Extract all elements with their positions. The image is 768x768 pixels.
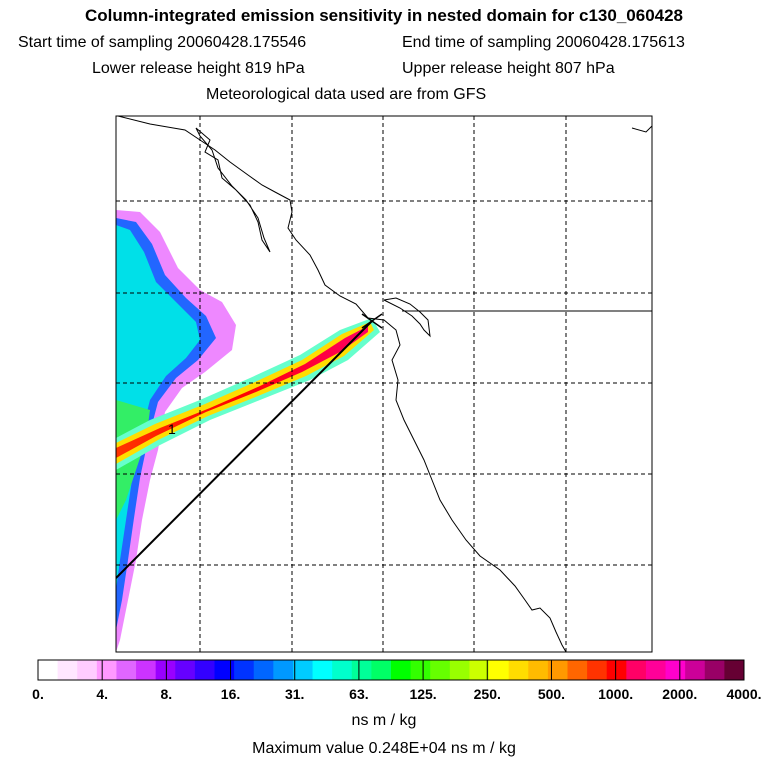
island-coastline xyxy=(195,127,271,253)
colorbar-swatch xyxy=(155,660,176,680)
colorbar-swatch xyxy=(704,660,725,680)
colorbar-tick-label: 1000. xyxy=(598,686,634,702)
colorbar-swatch xyxy=(96,660,117,680)
release-point-marker xyxy=(361,313,383,329)
colorbar-tick-label: 4000. xyxy=(726,686,762,702)
colorbar-swatch xyxy=(626,660,647,680)
colorbar-swatch xyxy=(116,660,137,680)
colorbar-swatch xyxy=(724,660,745,680)
colorbar-swatch xyxy=(489,660,510,680)
graticule xyxy=(116,116,652,652)
inland-shore xyxy=(631,125,652,133)
met-data-label: Meteorological data used are from GFS xyxy=(206,86,487,103)
colorbar-swatch xyxy=(371,660,392,680)
colorbar-swatch xyxy=(253,660,274,680)
colorbar-swatch xyxy=(606,660,627,680)
transport-line xyxy=(116,320,373,579)
colorbar-tick-label: 125. xyxy=(409,686,437,702)
colorbar-swatch xyxy=(645,660,667,680)
upper-release-height-label: Upper release height 807 hPa xyxy=(402,60,615,77)
colorbar-swatch xyxy=(332,660,353,680)
start-time-label: Start time of sampling 20060428.175546 xyxy=(18,34,307,51)
colorbar-tick-label: 0. xyxy=(32,686,44,702)
plot-title: Column-integrated emission sensitivity i… xyxy=(84,6,684,25)
colorbar-swatch xyxy=(77,660,98,680)
end-time-label: End time of sampling 20060428.175613 xyxy=(402,34,685,51)
colorbar-tick-label: 31. xyxy=(284,686,305,702)
sensitivity-high-region xyxy=(116,225,200,590)
colorbar-swatch xyxy=(351,660,372,680)
colorbar-swatch xyxy=(57,660,78,680)
inlet-coastline xyxy=(383,297,431,338)
colorbar-swatch xyxy=(234,660,255,680)
colorbar-swatch xyxy=(567,660,588,680)
colorbar-tick-label: 2000. xyxy=(662,686,698,702)
colorbar-swatch xyxy=(528,660,549,680)
colorbar-swatch xyxy=(685,660,706,680)
colorbar-swatch xyxy=(194,660,215,680)
maximum-value-label: Maximum value 0.248E+04 ns m / kg xyxy=(252,740,516,757)
colorbar-swatch xyxy=(292,660,314,680)
colorbar-swatch xyxy=(312,660,333,680)
colorbar-swatch xyxy=(38,660,59,680)
colorbar-swatch xyxy=(273,660,294,680)
colorbar-swatch xyxy=(547,660,568,680)
coastline xyxy=(117,116,567,652)
colorbar-swatch xyxy=(214,660,235,680)
colorbar-tick-label: 250. xyxy=(473,686,501,702)
colorbar-swatch xyxy=(136,660,157,680)
colorbar-tick-label: 16. xyxy=(220,686,241,702)
colorbar-swatch xyxy=(175,660,196,680)
colorbar-swatch xyxy=(587,660,608,680)
lower-release-height-label: Lower release height 819 hPa xyxy=(92,60,305,77)
colorbar-swatch xyxy=(391,660,412,680)
colorbar-tick-label: 500. xyxy=(537,686,566,702)
colorbar-swatch xyxy=(449,660,470,680)
colorbar-tick-label: 4. xyxy=(96,686,109,702)
colorbar-swatch xyxy=(410,660,431,680)
colorbar-swatch xyxy=(430,660,451,680)
colorbar-swatch xyxy=(469,660,490,680)
plume-age-label: 1 xyxy=(168,421,176,437)
colorbar xyxy=(37,659,745,681)
colorbar-swatch xyxy=(665,660,686,680)
colorbar-units: ns m / kg xyxy=(351,712,417,729)
colorbar-tick-label: 63. xyxy=(349,686,369,702)
colorbar-tick-label: 8. xyxy=(160,686,173,702)
map-frame xyxy=(115,115,653,653)
colorbar-swatch xyxy=(508,660,529,680)
